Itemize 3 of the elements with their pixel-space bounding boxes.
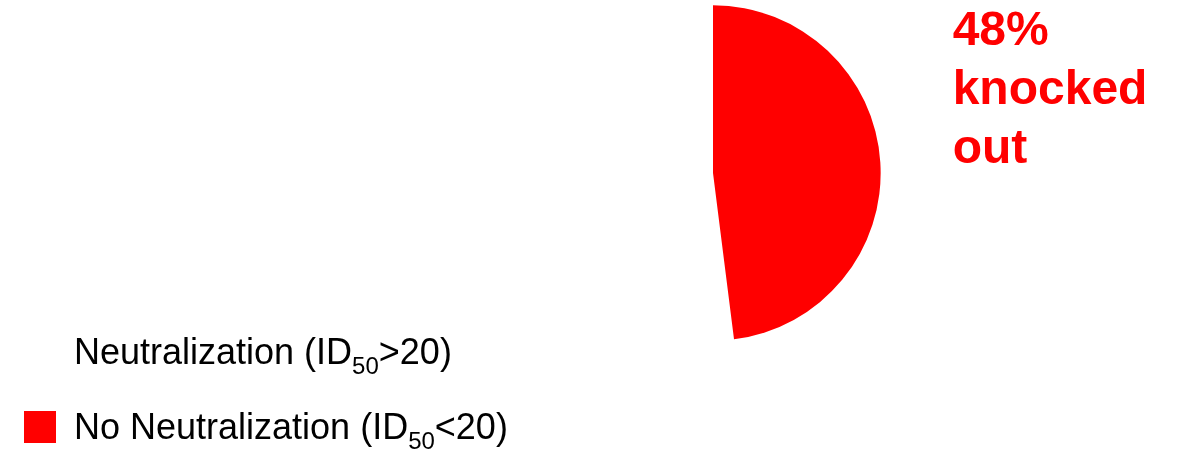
legend-label: No Neutralization (ID$_{50}$<20) [74,406,508,454]
data-label: 48% knocked out [952,2,1148,174]
category-label: Neutralization (ID$_{50}$>20) [74,331,452,379]
